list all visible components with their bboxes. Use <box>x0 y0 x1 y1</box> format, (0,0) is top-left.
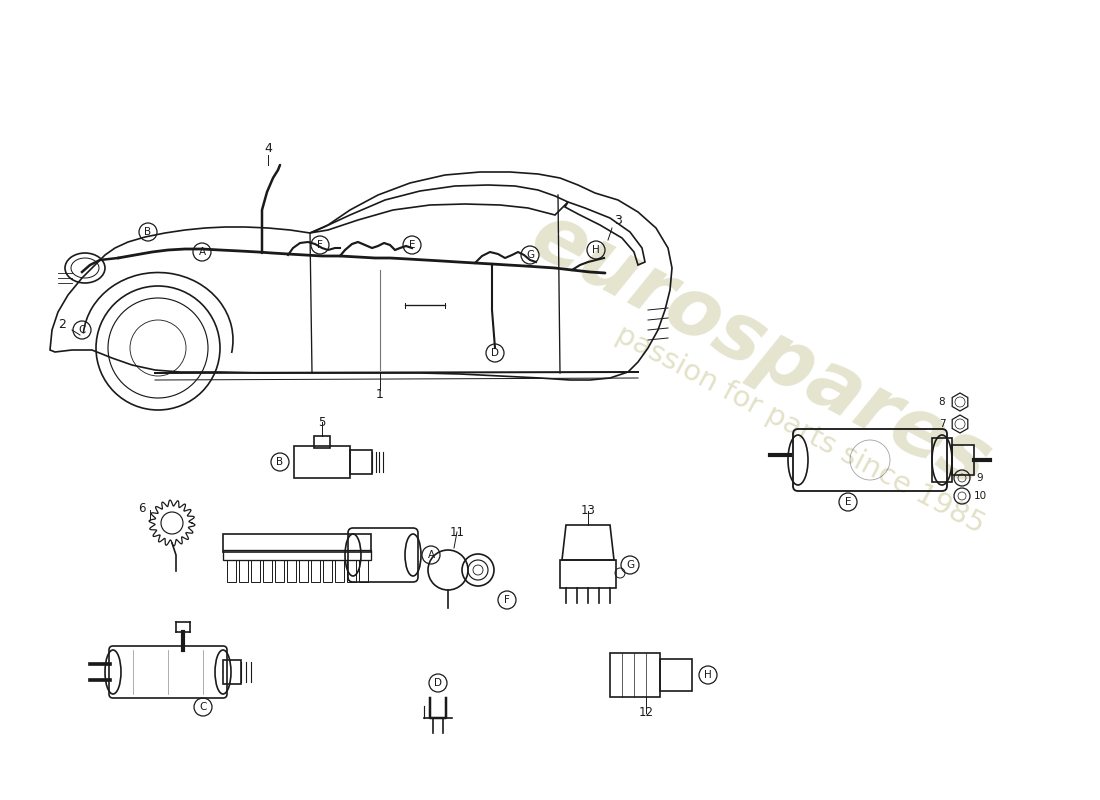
Text: B: B <box>144 227 152 237</box>
Text: 2: 2 <box>58 318 66 331</box>
Text: 9: 9 <box>977 473 983 483</box>
Text: 6: 6 <box>139 502 145 514</box>
Text: H: H <box>592 245 600 255</box>
Text: C: C <box>199 702 207 712</box>
Text: 1: 1 <box>376 389 384 402</box>
Text: E: E <box>845 497 851 507</box>
Text: 3: 3 <box>614 214 622 226</box>
Text: 8: 8 <box>938 397 945 407</box>
Text: eurospares: eurospares <box>517 196 1003 504</box>
Text: 7: 7 <box>938 419 945 429</box>
Text: F: F <box>504 595 510 605</box>
Text: B: B <box>276 457 284 467</box>
Text: passion for parts since 1985: passion for parts since 1985 <box>610 321 989 539</box>
Text: 5: 5 <box>318 415 326 429</box>
Text: H: H <box>704 670 712 680</box>
Text: D: D <box>491 348 499 358</box>
Text: 12: 12 <box>638 706 653 719</box>
Text: 4: 4 <box>264 142 272 154</box>
Text: D: D <box>434 678 442 688</box>
Text: F: F <box>317 240 323 250</box>
Text: G: G <box>526 250 535 260</box>
Text: A: A <box>428 550 435 560</box>
Text: E: E <box>409 240 416 250</box>
Text: C: C <box>78 325 86 335</box>
Text: 10: 10 <box>974 491 987 501</box>
Text: A: A <box>198 247 206 257</box>
Text: 11: 11 <box>450 526 464 538</box>
Text: 13: 13 <box>581 505 595 518</box>
Text: G: G <box>626 560 634 570</box>
